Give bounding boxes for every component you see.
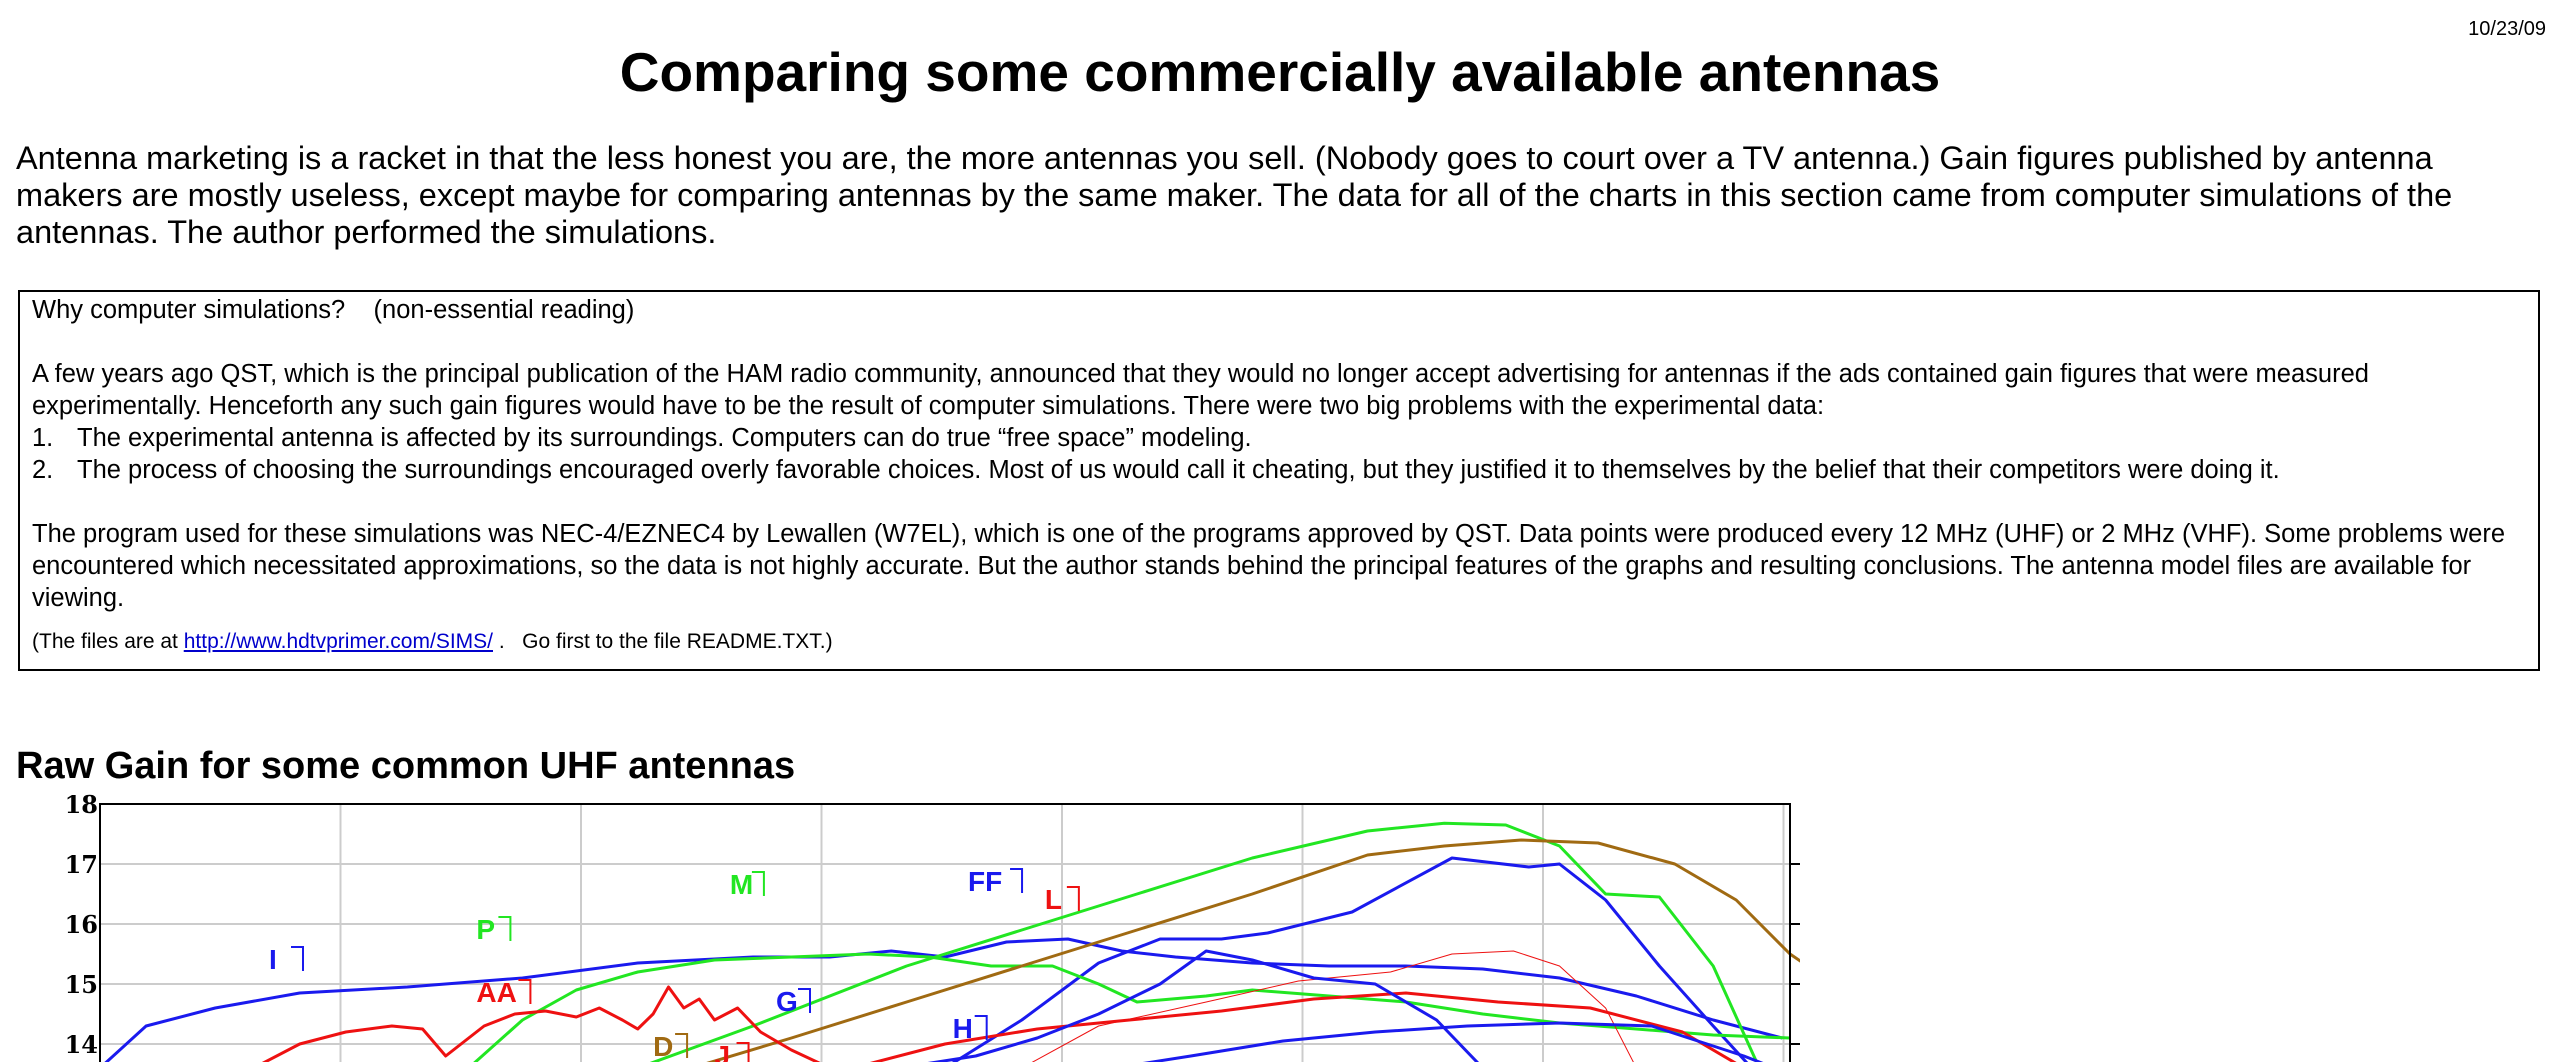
box-spacer <box>32 486 2526 518</box>
series-line-aa <box>261 985 821 1062</box>
label-callout <box>974 1015 988 1040</box>
chart-labels: I P M FF L AA G H D J <box>269 866 1080 1062</box>
series-label-p: P <box>476 914 495 945</box>
series-line-h <box>1142 1021 1764 1062</box>
label-callout <box>1010 868 1024 893</box>
box-list-number: 1. <box>32 424 54 452</box>
series-line-i <box>104 937 1783 1062</box>
label-callout <box>675 1033 689 1058</box>
label-callout <box>498 916 512 941</box>
document-date: 10/23/09 <box>2468 18 2546 40</box>
plot-frame <box>99 803 1791 1062</box>
series-label-ff: FF <box>968 866 1002 897</box>
chart-heading: Raw Gain for some common UHF antennas <box>16 745 796 787</box>
label-callout <box>798 988 811 1013</box>
series-label-g: G <box>776 986 798 1017</box>
series-line-d <box>706 838 1800 1062</box>
label-callout <box>518 979 532 1004</box>
series-label-j: J <box>715 1040 731 1062</box>
y-tick-left: 14 <box>65 1030 98 1059</box>
series-line-g <box>927 949 1480 1062</box>
page-title: Comparing some commercially available an… <box>619 41 1941 103</box>
box-list-number: 2. <box>32 456 54 484</box>
chart-series <box>104 821 1800 1062</box>
chart-ticks: 181716151415141312 <box>65 790 1800 1059</box>
label-callout <box>736 1042 750 1062</box>
sidebar-box: Why computer simulations? (non-essential… <box>18 290 2540 671</box>
series-label-i: I <box>269 944 277 975</box>
files-prefix: (The files are at <box>32 630 184 653</box>
series-label-aa: AA <box>476 977 516 1008</box>
box-paragraph-1: A few years ago QST, which is the princi… <box>32 360 2369 420</box>
box-heading: Why computer simulations? (non-essential… <box>32 296 635 324</box>
label-callout <box>291 946 304 971</box>
series-label-d: D <box>653 1031 673 1062</box>
series-label-m: M <box>730 869 753 900</box>
files-link[interactable]: http://www.hdtvprimer.com/SIMS/ <box>183 630 493 653</box>
series-line-ff <box>951 856 1749 1062</box>
y-tick-left: 16 <box>65 910 98 939</box>
series-line-m <box>649 821 1759 1062</box>
series-label-h: H <box>953 1013 973 1044</box>
box-spacer <box>32 326 2526 358</box>
series-line-p <box>473 952 1791 1062</box>
series-line-j <box>869 991 1737 1062</box>
series-line-l <box>1031 950 1634 1062</box>
box-list-text: The experimental antenna is affected by … <box>77 424 1252 452</box>
box-paragraph-2: The program used for these simulations w… <box>32 520 2506 612</box>
intro-paragraph: Antenna marketing is a racket in that th… <box>16 140 2453 250</box>
box-list-item: 2. The process of choosing the surroundin… <box>32 454 2526 486</box>
files-note: (The files are at http://www.hdtvprimer.… <box>32 628 2526 656</box>
series-label-l: L <box>1045 884 1062 915</box>
box-list-text: The process of choosing the surroundings… <box>77 456 2280 484</box>
y-tick-left: 17 <box>65 850 98 879</box>
y-tick-left: 18 <box>65 790 98 819</box>
files-suffix: . Go first to the file README.TXT.) <box>493 630 833 653</box>
label-callout <box>1066 886 1080 911</box>
y-tick-left: 15 <box>65 970 98 999</box>
box-list-item: 1. The experimental antenna is affected b… <box>32 422 2526 454</box>
label-callout <box>751 871 765 896</box>
